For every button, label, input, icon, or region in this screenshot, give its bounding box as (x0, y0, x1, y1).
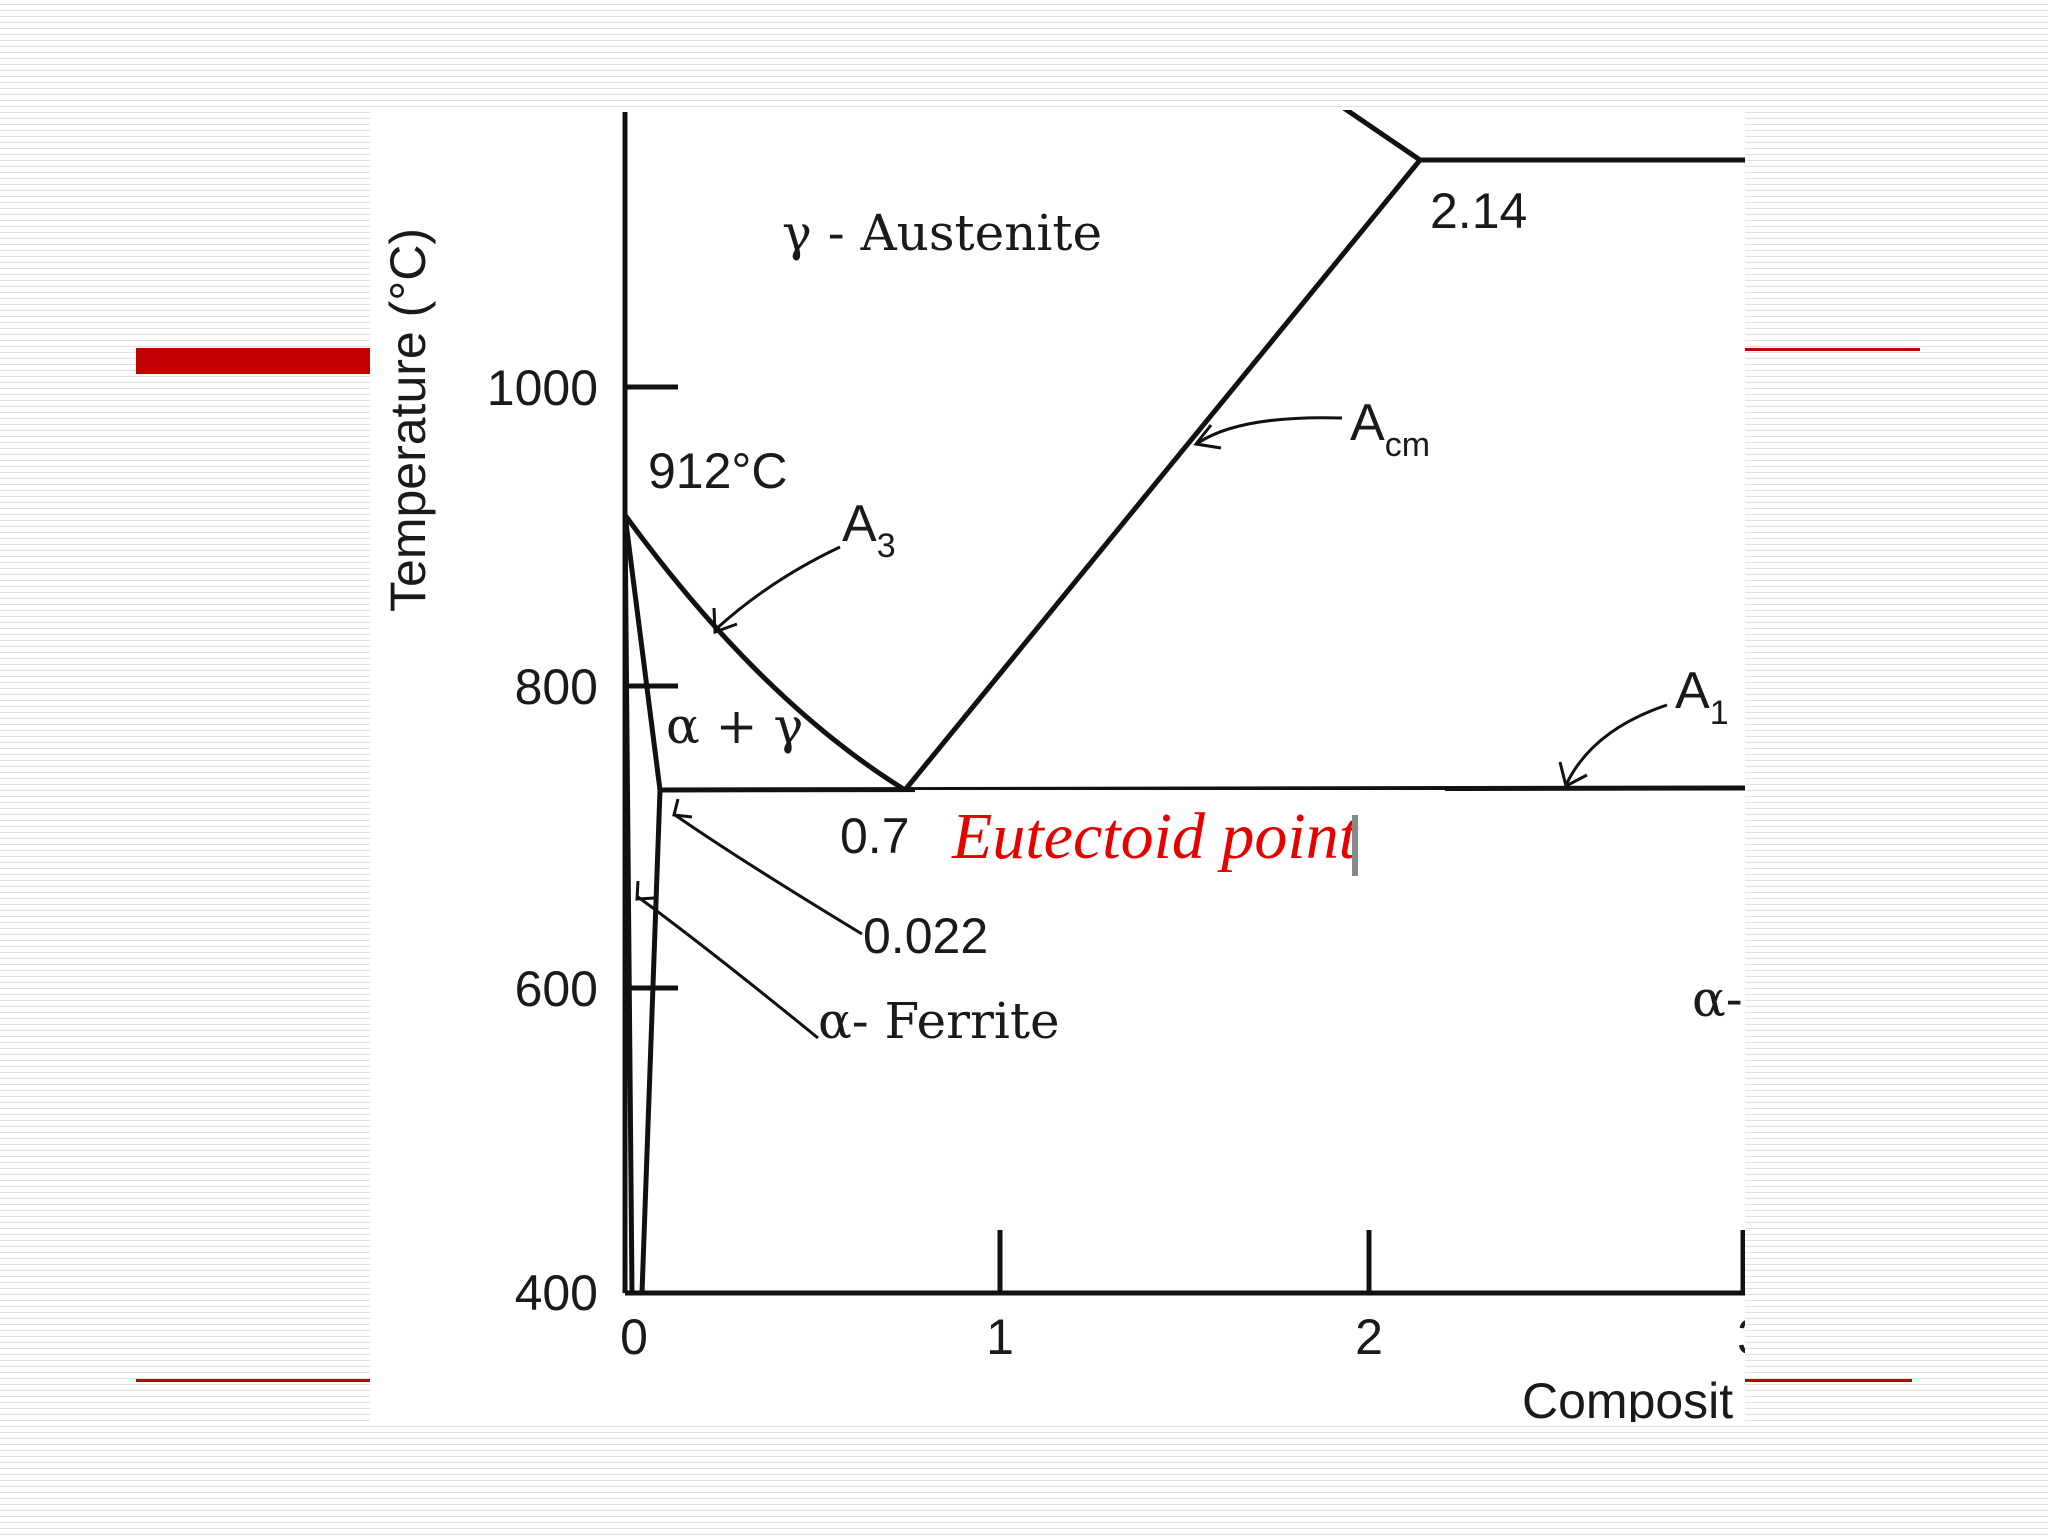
x-tick-label-1: 1 (986, 1309, 1014, 1365)
a1-eutectoid-line (659, 785, 1745, 793)
y-axis-label: Temperature (°C) (380, 228, 436, 612)
acm-callout-arrow (1197, 416, 1343, 445)
alpha-region-label-partial: α- (1692, 970, 1743, 1028)
ferrite-boundary-left (622, 514, 635, 1294)
a3-phase-boundary (622, 513, 907, 793)
ferrite-solvus-upper (622, 514, 663, 791)
accent-line-bottom-right (1740, 1379, 1912, 1382)
carbon-07-label: 0.7 (840, 808, 910, 864)
carbon-0022-arrowhead (672, 798, 693, 819)
y-tick-label-800: 800 (515, 659, 598, 715)
a1-label: A1 (1675, 662, 1729, 732)
acm-label: Acm (1350, 394, 1430, 464)
acm-phase-boundary (903, 158, 1422, 792)
a3-callout-arrow (713, 545, 841, 632)
carbon-214-label: 2.14 (1430, 183, 1527, 239)
carbon-0022-callout-arrow (674, 813, 863, 936)
x-tick-label-0: 0 (620, 1309, 648, 1365)
eutectoid-point-annotation: Eutectoid point (951, 800, 1359, 873)
phase-diagram-panel: Temperature (°C) Composit 1000 800 600 4… (370, 110, 1745, 1422)
accent-line-top-right (1740, 348, 1920, 351)
y-tick-label-1000: 1000 (487, 360, 598, 416)
ferrite-callout-arrow (637, 895, 819, 1040)
x-tick-label-2: 2 (1355, 1309, 1383, 1365)
a1-arrowhead (1558, 761, 1588, 789)
a1-callout-arrow (1564, 703, 1668, 786)
accent-bar-top-left (136, 348, 372, 374)
a3-arrowhead (712, 607, 738, 635)
temp-912-label: 912°C (648, 443, 788, 499)
x-tick-label-3: 3 (1737, 1309, 1745, 1365)
a3-label: A3 (842, 495, 896, 565)
iron-carbon-phase-diagram: Temperature (°C) Composit 1000 800 600 4… (380, 110, 1745, 1422)
liquidus-fragment (1342, 110, 1422, 163)
ferrite-arrowhead (635, 880, 656, 901)
x-axis-label: Composit (1522, 1373, 1733, 1422)
acm-arrowhead (1193, 424, 1222, 450)
accent-line-bottom-left (136, 1379, 372, 1382)
y-tick-label-600: 600 (515, 961, 598, 1017)
ferrite-solvus-lower (639, 789, 663, 1294)
y-tick-label-400: 400 (515, 1265, 598, 1321)
ferrite-label: α- Ferrite (818, 992, 1060, 1050)
carbon-0022-label: 0.022 (863, 908, 988, 964)
austenite-region-label: γ - Austenite (782, 204, 1102, 262)
alpha-gamma-region-label: α + γ (666, 697, 803, 755)
